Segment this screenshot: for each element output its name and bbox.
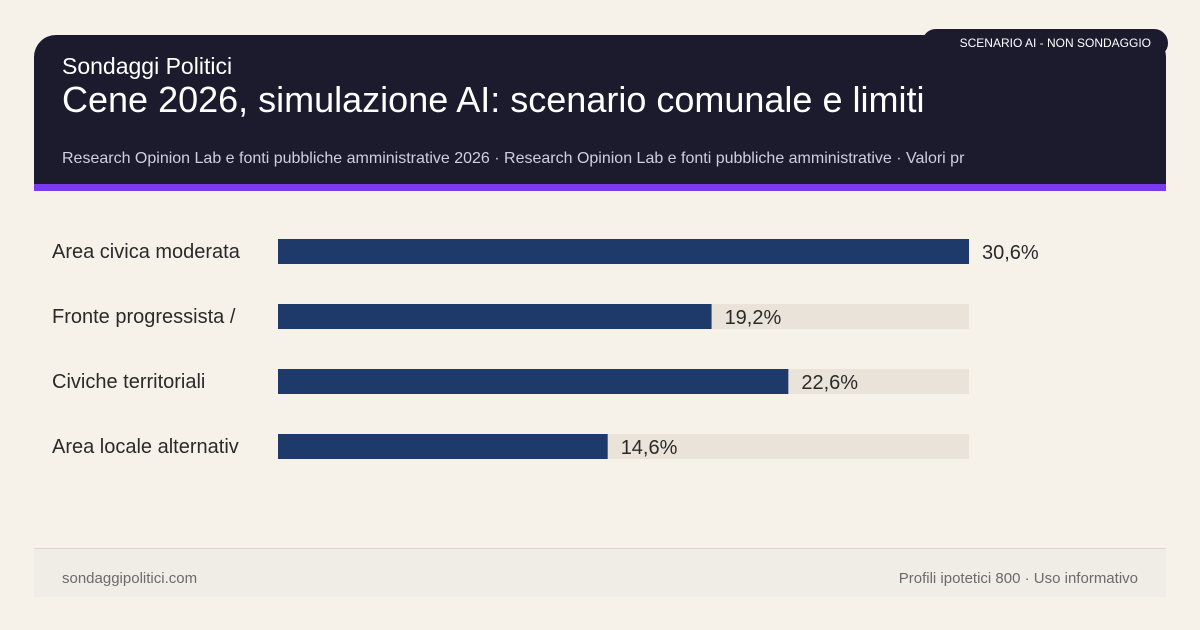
- category-label: Area locale alternativ: [52, 436, 239, 458]
- bar: [278, 369, 789, 394]
- category-label: Civiche territoriali: [52, 371, 205, 393]
- page-title: Cene 2026, simulazione AI: scenario comu…: [62, 79, 925, 120]
- bar: [278, 239, 969, 264]
- bar: [278, 304, 712, 329]
- brand-name: Sondaggi Politici: [62, 53, 233, 79]
- value-label: 14,6%: [621, 437, 678, 459]
- scenario-badge: SCENARIO AI - NON SONDAGGIO: [922, 29, 1168, 57]
- header-accent-bar: [34, 184, 1166, 191]
- category-label: Area civica moderata: [52, 241, 241, 263]
- value-label: 22,6%: [801, 372, 858, 394]
- footer-note: Profili ipotetici 800 · Uso informativo: [898, 570, 1138, 587]
- source-subtitle: Research Opinion Lab e fonti pubbliche a…: [62, 150, 965, 167]
- value-label: 19,2%: [725, 307, 782, 329]
- footer-site: sondaggipolitici.com: [62, 570, 198, 587]
- category-label: Fronte progressista /: [52, 306, 236, 328]
- value-label: 30,6%: [982, 242, 1039, 264]
- header-panel: Sondaggi Politici Cene 2026, simulazione…: [34, 35, 1166, 185]
- footer: sondaggipolitici.com Profili ipotetici 8…: [34, 548, 1166, 597]
- bar: [278, 434, 608, 459]
- scenario-badge-label: SCENARIO AI - NON SONDAGGIO: [959, 36, 1151, 50]
